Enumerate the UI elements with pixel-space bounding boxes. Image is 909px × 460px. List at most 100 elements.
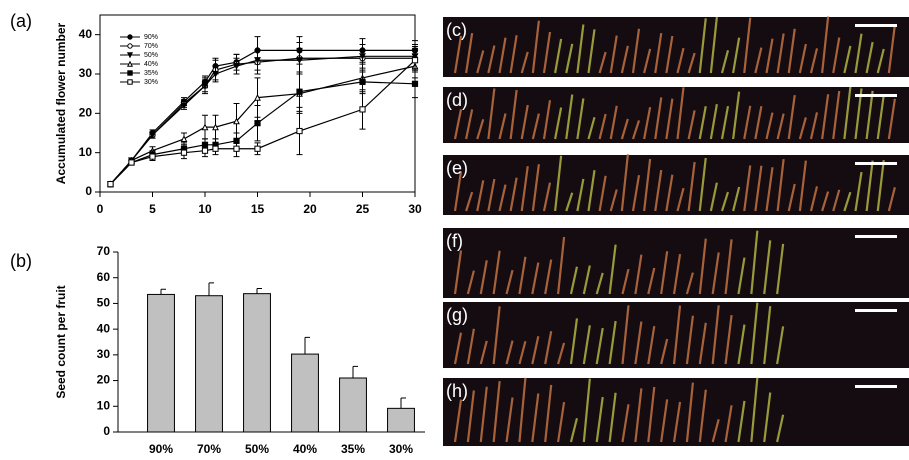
- silique: [621, 268, 630, 295]
- silique: [665, 35, 674, 74]
- marker: [254, 145, 261, 152]
- silique: [520, 166, 529, 212]
- legend-label: 90%: [144, 34, 158, 41]
- y-tick-label: 10: [79, 145, 93, 159]
- silique: [754, 165, 763, 212]
- silique: [776, 414, 785, 443]
- silique: [843, 86, 852, 140]
- silique: [466, 390, 475, 443]
- panel-label: (a): [10, 11, 32, 31]
- photo-label: (g): [446, 305, 468, 325]
- silique: [743, 165, 752, 212]
- marker: [296, 127, 303, 135]
- silique: [620, 118, 629, 140]
- y-tick-label: 40: [79, 27, 93, 41]
- silique: [765, 38, 774, 74]
- silique: [595, 272, 604, 295]
- silique: [724, 239, 733, 295]
- silique: [711, 305, 720, 365]
- silique: [672, 253, 682, 295]
- silique: [672, 401, 682, 443]
- silique: [876, 94, 885, 140]
- legend-label: 30%: [144, 79, 158, 86]
- silique: [711, 419, 720, 443]
- silique: [598, 51, 607, 74]
- marker: [149, 153, 156, 160]
- silique: [643, 106, 652, 140]
- silique: [565, 94, 574, 140]
- silique: [776, 113, 785, 140]
- marker: [233, 117, 240, 125]
- silique: [798, 43, 807, 74]
- silique: [643, 158, 652, 212]
- y-tick-label: 0: [103, 424, 110, 438]
- silique: [665, 174, 674, 212]
- silique: [776, 158, 785, 212]
- y-tick-label: 20: [79, 106, 93, 120]
- silique: [465, 32, 474, 74]
- photo-label: (c): [446, 20, 467, 40]
- marker: [411, 80, 419, 87]
- x-tick-label: 50%: [245, 442, 269, 456]
- silique: [576, 24, 585, 74]
- silique: [487, 45, 496, 74]
- silique: [687, 52, 696, 74]
- x-tick-label: 0: [97, 202, 104, 216]
- silique: [505, 397, 514, 443]
- silique: [743, 105, 752, 140]
- y-tick-label: 70: [97, 244, 111, 258]
- silique: [654, 97, 663, 140]
- silique: [631, 28, 641, 74]
- marker: [359, 106, 366, 113]
- silique: [809, 48, 819, 74]
- silique: [531, 262, 540, 295]
- silique: [854, 88, 863, 140]
- y-tick-label: 20: [97, 373, 111, 387]
- bar: [243, 293, 271, 433]
- legend-label: 50%: [144, 52, 158, 59]
- silique: [665, 98, 674, 140]
- series-line: [110, 57, 415, 185]
- silique: [608, 320, 617, 365]
- silique: [843, 45, 852, 74]
- silique: [776, 326, 785, 365]
- panel-label: (b): [10, 251, 32, 271]
- silique: [634, 388, 643, 443]
- marker: [127, 79, 133, 85]
- silique: [544, 259, 553, 295]
- marker: [126, 60, 134, 67]
- silique: [865, 41, 874, 74]
- scale-bar: [855, 94, 897, 97]
- scale-bar: [855, 309, 897, 312]
- silique: [647, 267, 656, 295]
- silique: [557, 342, 566, 365]
- x-tick-label: 30%: [389, 442, 413, 456]
- silique: [754, 106, 763, 140]
- y-tick-label: 60: [97, 270, 111, 284]
- silique: [750, 302, 759, 365]
- silique: [685, 315, 695, 365]
- silique: [660, 399, 669, 443]
- silique: [720, 50, 730, 74]
- silique: [466, 328, 475, 365]
- silique: [609, 189, 618, 212]
- silique: [479, 340, 488, 365]
- silique: [465, 109, 474, 140]
- silique: [453, 399, 463, 443]
- marker: [201, 82, 209, 90]
- y-axis-title: Seed count per fruit: [54, 285, 68, 398]
- silique: [720, 106, 730, 140]
- silique: [465, 191, 474, 212]
- photo-label: (e): [446, 158, 468, 178]
- silique: [587, 29, 596, 74]
- silique: [634, 254, 643, 295]
- silique: [743, 17, 752, 74]
- silique: [595, 396, 604, 443]
- silique: [832, 90, 841, 140]
- silique: [466, 270, 475, 295]
- marker: [180, 102, 188, 110]
- silique: [565, 43, 574, 74]
- bar: [147, 293, 175, 433]
- legend-label: 70%: [144, 43, 158, 50]
- marker: [180, 135, 188, 142]
